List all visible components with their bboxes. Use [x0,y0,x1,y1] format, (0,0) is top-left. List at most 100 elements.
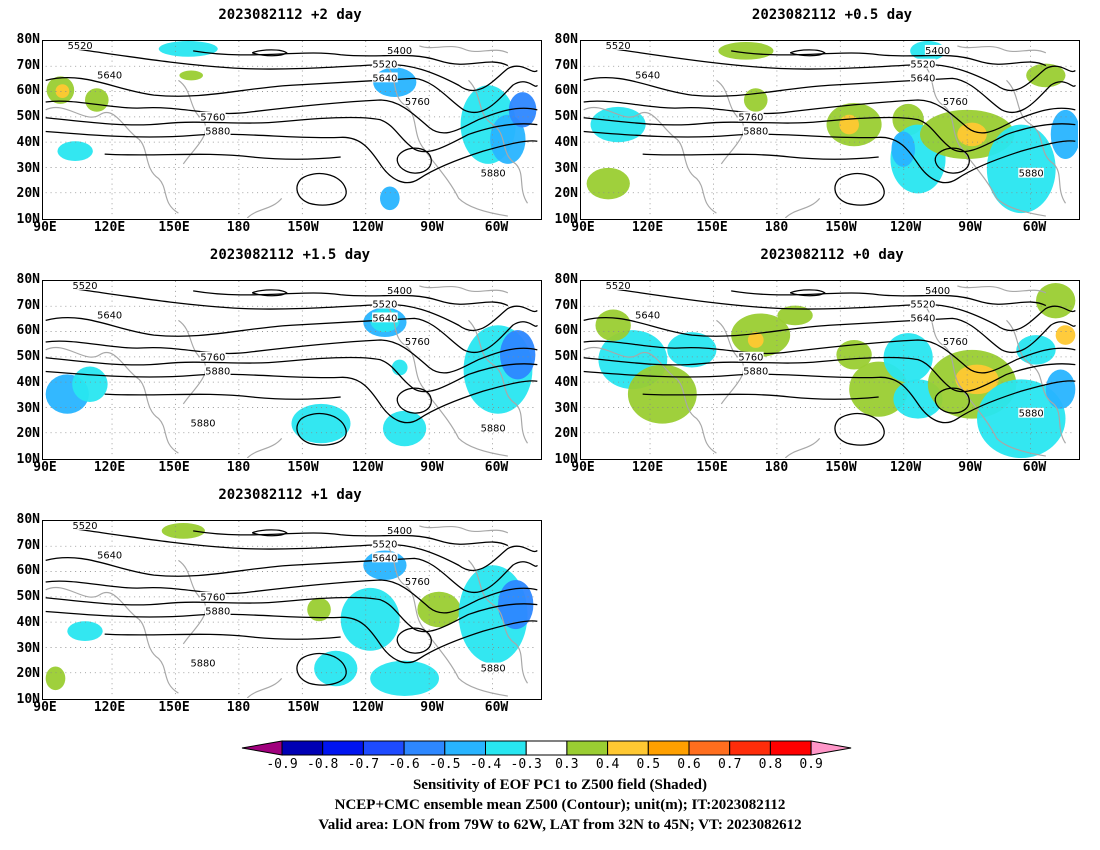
lat-tick-label: 60N [16,323,40,339]
panel-title: 2023082112 +0 day [760,247,904,263]
contour-label: 5520 [606,281,631,292]
z500-contour [583,339,1076,374]
coastline [583,347,717,454]
colorbar-tick-label: 0.6 [677,757,701,772]
contour-label-bg [1018,167,1044,178]
lat-tick-label: 10N [554,212,578,227]
contour-label-bg [924,44,951,55]
lon-tick-label: 120E [93,460,126,475]
z500-contour [45,596,538,633]
map-plot: 5520 5400 5520 5640 5640 5760 5760 5880 5880 5880 [45,281,538,458]
z500-contour [193,50,509,67]
z500-contour [583,356,1076,393]
map-plot: 5520 5400 5520 5640 5640 5760 5760 5880 5880 [583,281,1076,458]
sensitivity-shading [45,522,534,697]
contour-label-bg [72,521,98,530]
colorbar-segment [688,740,731,756]
shaded-area [417,591,461,628]
contour-label-bg [738,351,764,362]
shaded-area [72,366,108,402]
coastline [784,437,821,458]
contour-label: 5640 [635,310,660,321]
coastline [246,437,283,458]
contour-label-bg [1018,407,1044,418]
graticule [583,41,1076,218]
shaded-area [158,41,218,57]
coastlines [583,285,1066,458]
lon-tick-label: 150E [158,220,190,235]
lon-tick-label: 90E [571,460,595,475]
z500-contour [104,153,341,160]
lat-tick-label: 70N [554,297,578,313]
contour-label-bg [738,111,764,122]
lat-tick-label: 40N [16,374,40,390]
colorbar-tick-label: -0.3 [510,757,542,772]
z500-contour [834,172,885,206]
colorbar-segment [444,740,487,756]
graticule [45,521,538,698]
map-frame: 5520 5400 5520 5640 5640 5760 5760 5880 5880 5880 [42,520,542,700]
contour-label: 5640 [97,70,122,81]
z500-contour [296,172,347,206]
contour-label: 5880 [743,366,768,377]
lon-tick-label: 120E [93,220,126,235]
contour-label: 5400 [387,526,412,537]
contour-label: 5520 [910,300,935,311]
lon-tick-label: 90E [33,700,57,715]
lon-tick-label: 180 [226,460,251,475]
lat-tick-label: 30N [16,400,40,416]
contour-label-bg [910,312,936,323]
shaded-area [667,332,717,368]
contour-label: 5520 [372,300,397,311]
z500-contour [934,147,970,174]
graticule [583,281,1076,458]
lat-tick-label: 60N [16,563,40,579]
contour-label: 5640 [910,313,935,324]
colorbar [241,740,852,756]
colorbar-segment [281,740,324,756]
contour-label: 5640 [372,553,397,564]
colorbar-segment [362,740,405,756]
lat-tick-label: 70N [16,537,40,553]
contour-label: 5640 [97,550,122,561]
shaded-area [1050,109,1078,159]
coastline [1006,319,1066,444]
contour-label-bg [204,365,231,376]
coastline [957,285,1047,294]
colorbar-tick-label: -0.6 [388,757,420,772]
shaded-area [380,186,400,211]
lon-tick-label: 60W [484,220,509,235]
colorbar-arrow-high [810,740,852,756]
coastline [583,107,717,214]
shaded-area [1036,282,1076,319]
contour-label: 5400 [387,46,412,57]
contour-label: 5520 [372,540,397,551]
contour-label: 5520 [372,60,397,71]
lat-tick-label: 50N [16,589,40,605]
contour-label: 5760 [405,577,430,588]
shaded-area [291,403,351,444]
colorbar-tick-label: -0.9 [266,757,298,772]
panel-title: 2023082112 +2 day [218,7,362,23]
lon-tick-label: 60W [484,700,509,715]
lat-tick-label: 40N [16,614,40,630]
z500-contour [45,370,538,424]
contour-label-bg [372,538,398,549]
contour-label-bg [605,281,631,290]
z500-contour [642,153,879,160]
shaded-area [382,410,427,447]
colorbar-segment [485,740,527,756]
coastline [917,300,1046,457]
contour-label: 5760 [200,113,225,124]
shaded-area [314,650,358,687]
coastline [379,540,508,697]
z500-contour [583,116,1076,153]
contour-label: 5880 [481,663,506,674]
lon-tick-label: 150W [825,220,857,235]
coastline [45,347,179,454]
coastline [419,45,509,54]
z500-contour [396,147,432,174]
shaded-area [1026,63,1066,88]
z500-contour [934,387,970,414]
shaded-area [586,167,630,200]
